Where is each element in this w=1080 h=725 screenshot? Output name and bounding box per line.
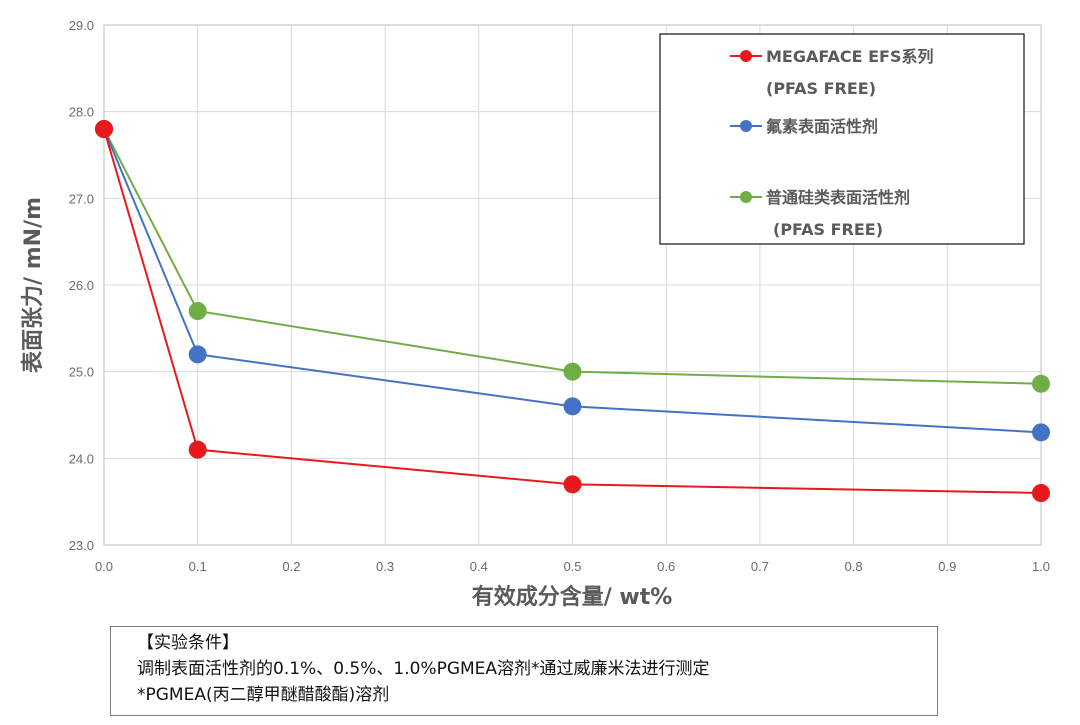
x-axis-ticks: 0.0 0.1 0.2 0.3 0.4 0.5 0.6 0.7 0.8 0.9 1.0 xyxy=(95,559,1050,574)
legend-label: 氟素表面活性剂 xyxy=(766,117,878,136)
legend: MEGAFACE EFS系列 (PFAS FREE) 氟素表面活性剂普通硅类表面活性… xyxy=(659,33,1025,245)
x-axis-title: 有效成分含量/ wt% xyxy=(472,584,673,610)
x-tick-label: 0.3 xyxy=(376,559,394,574)
x-tick-label: 0.4 xyxy=(470,559,488,574)
y-axis-title: 表面张力/ mN/m xyxy=(21,197,46,373)
y-tick-label: 24.0 xyxy=(69,451,94,466)
data-point xyxy=(563,397,582,416)
data-point xyxy=(563,475,582,494)
y-tick-label: 23.0 xyxy=(69,538,94,553)
data-point xyxy=(188,345,207,364)
legend-label: 普通硅类表面活性剂 xyxy=(766,188,910,207)
series-line xyxy=(103,128,1042,494)
data-point xyxy=(1032,484,1050,502)
series-0 xyxy=(95,120,1050,502)
legend-marker xyxy=(740,50,752,62)
y-axis-ticks: 23.0 24.0 25.0 26.0 27.0 28.0 29.0 xyxy=(69,18,94,553)
x-tick-label: 0.5 xyxy=(563,559,581,574)
x-tick-label: 0.6 xyxy=(657,559,675,574)
x-tick-label: 0.1 xyxy=(189,559,207,574)
legend-item-1: 氟素表面活性剂 xyxy=(730,117,878,136)
y-tick-label: 29.0 xyxy=(69,18,94,33)
y-tick-label: 26.0 xyxy=(69,278,94,293)
legend-item-2: 普通硅类表面活性剂 (PFAS FREE) xyxy=(730,188,910,239)
series-line xyxy=(103,128,1042,434)
conditions-line-2: *PGMEA(丙二醇甲醚醋酸酯)溶剂 xyxy=(137,685,390,705)
experiment-conditions-box: 【实验条件】 调制表面活性剂的0.1%、0.5%、1.0%PGMEA溶剂*通过威… xyxy=(110,626,938,716)
x-tick-label: 1.0 xyxy=(1032,559,1050,574)
legend-label: MEGAFACE EFS系列 xyxy=(766,47,933,66)
x-tick-label: 0.8 xyxy=(845,559,863,574)
legend-item-0: MEGAFACE EFS系列 (PFAS FREE) xyxy=(730,47,933,98)
y-tick-label: 25.0 xyxy=(69,365,94,380)
data-point xyxy=(188,440,207,459)
legend-marker xyxy=(740,191,752,203)
legend-marker xyxy=(740,120,752,132)
x-tick-label: 0.2 xyxy=(282,559,300,574)
plot-area xyxy=(103,24,1042,546)
series-line xyxy=(103,128,1042,385)
legend-label-line2: (PFAS FREE) xyxy=(773,220,883,239)
series-layer xyxy=(95,120,1050,502)
data-point xyxy=(188,302,207,320)
data-point xyxy=(1032,374,1050,393)
conditions-line-1: 调制表面活性剂的0.1%、0.5%、1.0%PGMEA溶剂*通过威廉米法进行测定 xyxy=(137,659,710,679)
conditions-title: 【实验条件】 xyxy=(137,633,239,653)
x-tick-label: 0.9 xyxy=(938,559,956,574)
x-tick-label: 0.0 xyxy=(95,559,113,574)
legend-label-line2: (PFAS FREE) xyxy=(766,79,876,98)
y-tick-label: 28.0 xyxy=(69,105,94,120)
surface-tension-chart: 23.024.025.026.027.028.029.0 0.0 0.1 0.2 0.… xyxy=(21,18,1050,610)
x-tick-label: 0.7 xyxy=(751,559,769,574)
y-tick-label: 27.0 xyxy=(69,191,94,206)
data-point xyxy=(95,120,113,138)
legend-box xyxy=(659,33,1025,245)
data-point xyxy=(563,362,582,381)
data-point xyxy=(1032,423,1050,442)
